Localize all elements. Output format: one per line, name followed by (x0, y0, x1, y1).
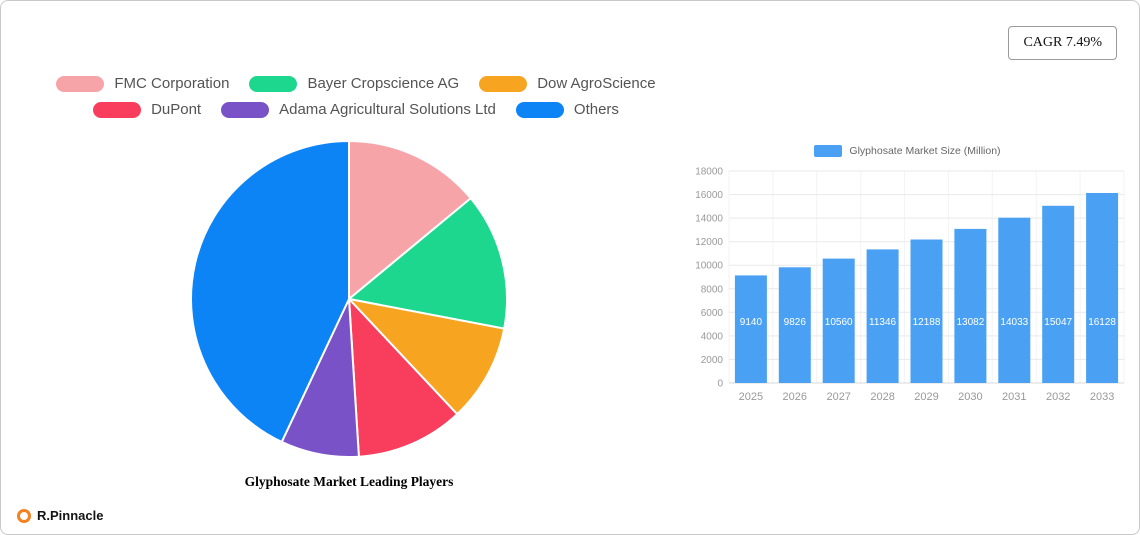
x-axis-tick-label: 2027 (826, 391, 850, 403)
bar-2032[interactable] (1042, 205, 1075, 383)
bar-chart: Glyphosate Market Size (Million) 0 2000 40… (681, 143, 1134, 414)
bar-2028[interactable] (866, 249, 899, 383)
bar-2027[interactable] (822, 258, 855, 383)
brand-ring-icon (17, 508, 31, 523)
x-axis-tick-label: 2030 (958, 391, 982, 403)
legend-swatch-icon (515, 101, 564, 118)
x-axis-tick-label: 2028 (870, 391, 894, 403)
legend-row: FMC Corporation Bayer Cropscience AG Dow A… (26, 75, 686, 92)
bar-chart-svg: 0 2000 4000 6000 8000 10000 12000 14000 16000 180… (695, 167, 1125, 403)
y-axis-tick-label: 12000 (695, 237, 723, 248)
pie-chart-title: Glyphosate Market Leading Players (244, 474, 454, 489)
legend-label: DuPont (151, 101, 202, 118)
pie-slice-fmc-corporation[interactable] (348, 139, 473, 302)
y-axis-tick-label: 16000 (695, 190, 723, 201)
bar-2029[interactable] (910, 239, 943, 384)
bar-value-label: 9140 (740, 317, 763, 328)
brand-logo: R.Pinnacle (17, 508, 103, 523)
y-axis-tick-label: 0 (717, 379, 723, 390)
bar-2030[interactable] (954, 228, 987, 383)
legend-label: FMC Corporation (114, 75, 230, 92)
bar-2031[interactable] (998, 217, 1031, 383)
bar-value-label: 16128 (1088, 317, 1116, 328)
x-axis-tick-label: 2032 (1046, 391, 1070, 403)
bar-legend-swatch-icon (814, 145, 843, 157)
legend-label: Dow AgroScience (537, 75, 656, 92)
bar-value-label: 9826 (784, 317, 807, 328)
bar-value-label: 13082 (956, 317, 984, 328)
bar-2026[interactable] (778, 267, 811, 383)
x-axis-tick-label: 2031 (1002, 391, 1026, 403)
y-axis-tick-label: 6000 (701, 308, 724, 319)
legend-swatch-icon (221, 101, 270, 118)
pie-slice-bayer-cropscience-ag[interactable] (346, 196, 508, 330)
pie-chart-svg (190, 139, 508, 459)
legend-item-fmc-corporation[interactable]: FMC Corporation (56, 75, 229, 92)
x-axis-tick-label: 2026 (783, 391, 807, 403)
legend-label: Adama Agricultural Solutions Ltd (279, 101, 496, 118)
legend-item-others[interactable]: Others (515, 101, 619, 118)
legend-item-dow-agroscience[interactable]: Dow AgroScience (479, 75, 656, 92)
pie-slice-dow-agroscience[interactable] (346, 297, 506, 416)
legend-label: Bayer Cropscience AG (307, 75, 460, 92)
legend-item-adama-agricultural-solutions-ltd[interactable]: Adama Agricultural Solutions Ltd (221, 101, 496, 118)
y-axis-tick-label: 4000 (701, 331, 724, 342)
bar-value-label: 15047 (1044, 317, 1072, 328)
pie-legend: FMC Corporation Bayer Cropscience AG Dow A… (26, 75, 686, 118)
bar-2033[interactable] (1086, 193, 1119, 383)
cagr-badge: CAGR 7.49% (1008, 26, 1117, 60)
x-axis-tick-label: 2033 (1090, 391, 1114, 403)
bar-value-label: 12188 (913, 317, 941, 328)
brand-name: R.Pinnacle (37, 508, 104, 523)
y-axis-tick-label: 2000 (701, 355, 724, 366)
legend-swatch-icon (93, 101, 142, 118)
bar-legend-label: Glyphosate Market Size (Million) (849, 145, 1001, 157)
y-axis-tick-label: 14000 (695, 214, 723, 225)
legend-item-dupont[interactable]: DuPont (93, 101, 201, 118)
legend-row: DuPont Adama Agricultural Solutions Ltd Ot… (26, 101, 686, 118)
pie-slice-others[interactable] (190, 139, 350, 444)
bar-value-label: 14033 (1000, 317, 1028, 328)
pie-slice-dupont[interactable] (347, 296, 459, 458)
y-axis-tick-label: 18000 (695, 167, 723, 178)
legend-swatch-icon (479, 75, 528, 92)
legend-swatch-icon (249, 75, 298, 92)
legend-label: Others (573, 101, 619, 118)
y-axis-tick-label: 10000 (695, 261, 723, 272)
x-axis-tick-label: 2029 (914, 391, 938, 403)
legend-swatch-icon (56, 75, 105, 92)
legend-item-bayer-cropscience-ag[interactable]: Bayer Cropscience AG (249, 75, 459, 92)
x-axis-tick-label: 2025 (739, 391, 763, 403)
bar-value-label: 10560 (825, 317, 853, 328)
pie-chart: Glyphosate Market Leading Players (187, 137, 511, 490)
bar-value-label: 11346 (869, 317, 897, 328)
bar-chart-legend[interactable]: Glyphosate Market Size (Million) (681, 143, 1134, 159)
bar-2025[interactable] (734, 275, 767, 383)
y-axis-tick-label: 8000 (701, 284, 724, 295)
